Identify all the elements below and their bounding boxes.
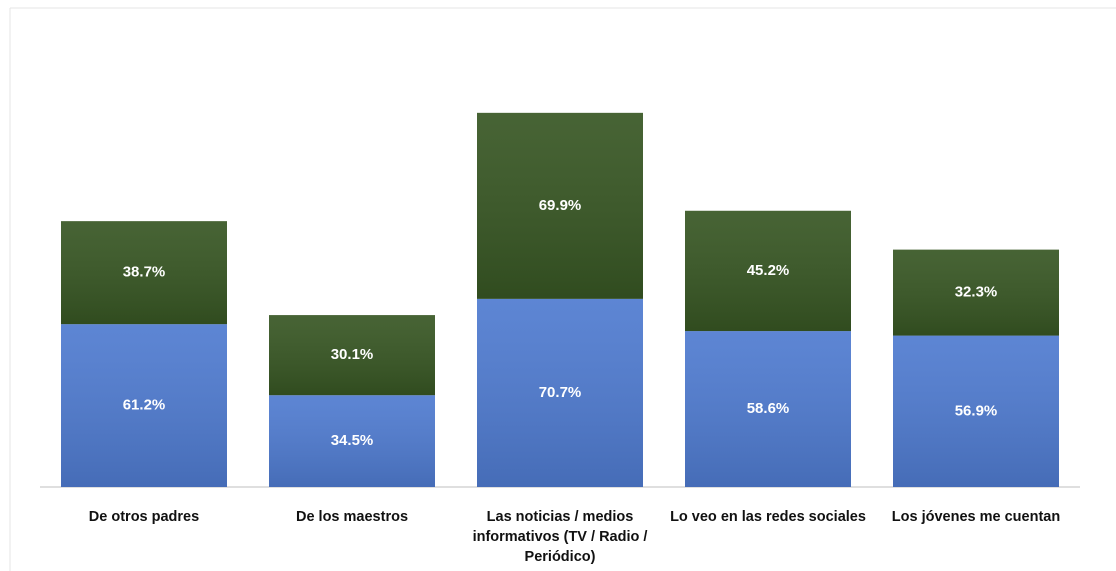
bar-shade <box>685 331 851 487</box>
x-tick-label: Lo veo en las redes sociales <box>670 509 866 525</box>
bar-shade <box>477 298 643 487</box>
data-label: 38.7% <box>123 264 166 281</box>
bar-shade <box>269 315 435 396</box>
bar-shade <box>893 249 1059 336</box>
data-label: 45.2% <box>747 262 790 279</box>
bar-shade <box>477 112 643 299</box>
data-label: 58.6% <box>747 400 790 417</box>
data-label: 69.9% <box>539 197 582 214</box>
data-label: 70.7% <box>539 384 582 401</box>
data-label: 34.5% <box>331 432 374 449</box>
data-label: 56.9% <box>955 402 998 419</box>
x-tick-label: De los maestros <box>295 509 409 525</box>
bar-shade <box>685 210 851 332</box>
x-tick-label: Las noticias / medios informativos (TV /… <box>472 509 648 565</box>
bar-shade <box>893 335 1059 487</box>
data-label: 32.3% <box>955 284 998 301</box>
bar-shade <box>269 395 435 487</box>
bar-shade <box>61 221 227 325</box>
x-tick-label: De otros padres <box>88 509 200 525</box>
data-label: 61.2% <box>123 397 166 414</box>
bar-shade <box>61 324 227 487</box>
data-label: 30.1% <box>331 346 374 363</box>
x-tick-label: Los jóvenes me cuentan <box>891 509 1061 525</box>
